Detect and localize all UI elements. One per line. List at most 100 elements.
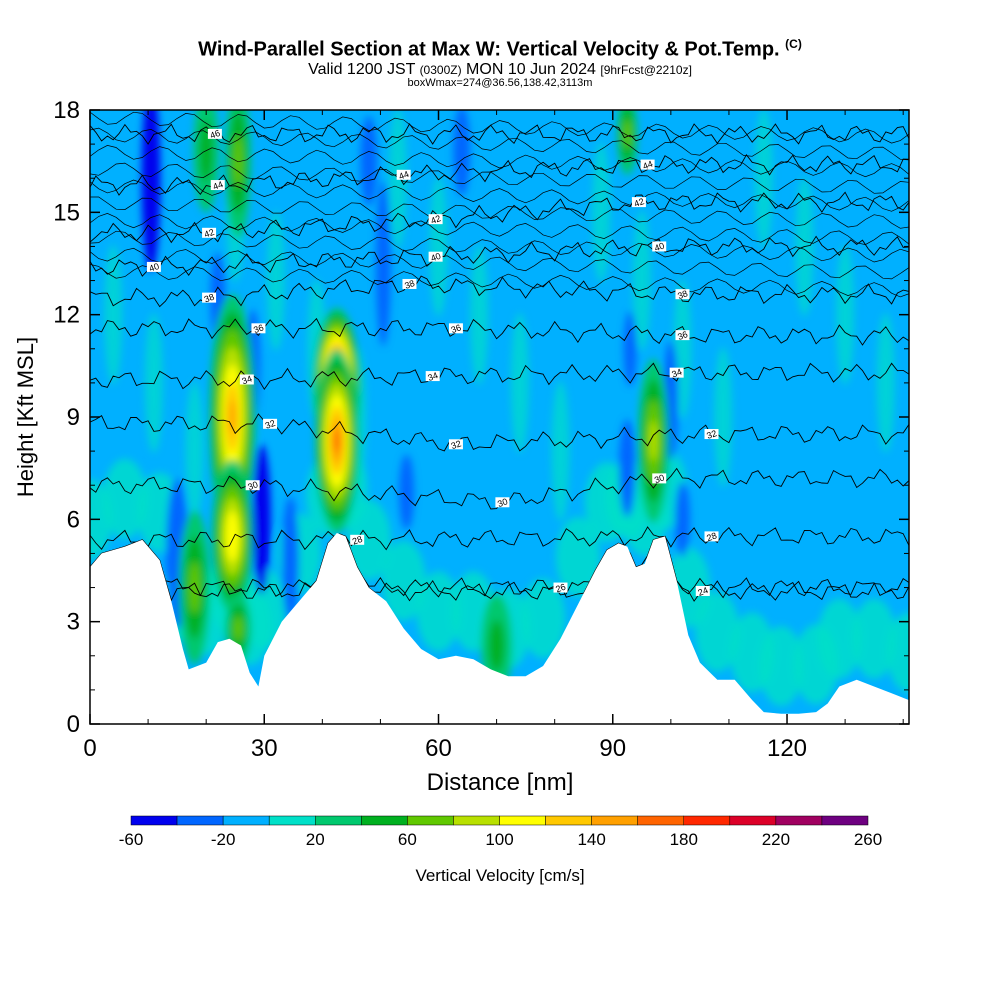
updraft-core — [623, 120, 631, 148]
w-streak — [185, 381, 204, 522]
isentrope-line — [90, 111, 909, 144]
isentrope-label: 36 — [450, 322, 463, 335]
isentrope-label: 32 — [450, 438, 463, 451]
colorbar-tick-label: 260 — [854, 830, 882, 849]
isentrope-line — [90, 264, 909, 298]
colorbar: -60 -20 20 60 100 140 180 220 260 — [119, 815, 882, 849]
colorbar-swatch — [361, 815, 408, 826]
w-streak — [429, 176, 448, 317]
valid-time: Valid 1200 JST (0300Z) MON 10 Jun 2024 [… — [308, 61, 692, 78]
isentrope-label-bg — [669, 367, 684, 378]
downdraft-core — [282, 496, 299, 625]
w-streak — [592, 142, 611, 283]
terrain — [90, 533, 909, 724]
isentrope-label-bg — [495, 497, 510, 508]
isentrope-label-bg — [239, 374, 254, 385]
isentrope-label-bg — [245, 480, 260, 491]
isentrope-label-bg — [640, 159, 655, 170]
downdraft-core — [618, 419, 636, 517]
colorbar-label: Vertical Velocity [cm/s] — [415, 866, 584, 885]
isentrope-label-bg — [553, 582, 568, 593]
updraft-core — [229, 399, 236, 435]
isentrope-label-bg — [428, 251, 443, 262]
w-band — [346, 499, 391, 580]
isentrope-label: 32 — [264, 418, 277, 431]
isentrope-line — [90, 533, 909, 599]
x-tick-label: 60 — [425, 735, 452, 762]
w-streak — [104, 244, 123, 385]
isentrope-label: 34 — [670, 367, 683, 380]
colorbar-swatch — [683, 815, 731, 826]
isentrope-line — [90, 213, 909, 245]
isentrope-label: 42 — [203, 227, 216, 240]
isentrope-label-bg — [202, 227, 217, 238]
isentrope-line — [90, 533, 909, 602]
isentrope-line — [90, 123, 909, 145]
x-tick-label: 30 — [251, 735, 278, 762]
isentrope-line — [90, 196, 909, 229]
y-tick-label: 15 — [53, 199, 80, 226]
colorbar-swatch — [315, 815, 362, 826]
isentrope-label: 34 — [426, 370, 439, 383]
y-tick-label: 3 — [67, 609, 80, 636]
w-band — [852, 598, 897, 679]
chart-title: Wind-Parallel Section at Max W: Vertical… — [198, 37, 802, 61]
w-streak — [266, 210, 285, 351]
colorbar-tick-label: 180 — [670, 830, 698, 849]
isentrope-label-bg — [704, 429, 719, 440]
w-band — [416, 571, 461, 652]
isentrope-label: 36 — [252, 322, 265, 335]
w-band — [887, 612, 909, 693]
isentrope-line — [90, 275, 909, 308]
isentrope-label-bg — [631, 197, 646, 208]
w-streak — [714, 347, 733, 487]
isentrope-label-bg — [402, 278, 417, 289]
isentrope-label-bg — [428, 214, 443, 225]
isentrope-label: 40 — [148, 261, 161, 274]
colorbar-swatch — [222, 815, 270, 826]
w-band — [817, 598, 862, 679]
colorbar-swatch — [545, 815, 592, 826]
isentrope-label-bg — [695, 585, 710, 596]
downdraft-core — [623, 311, 637, 387]
isentrope-label: 36 — [676, 329, 689, 342]
isentrope-label: 42 — [429, 213, 442, 226]
w-streak — [551, 381, 570, 522]
isentrope-label: 30 — [653, 472, 666, 485]
colorbar-tick-label: 220 — [762, 830, 790, 849]
w-streak — [510, 312, 529, 453]
isentrope-label: 46 — [209, 128, 222, 141]
isentrope-line — [90, 230, 909, 263]
colorbar-tick-label: -60 — [119, 830, 144, 849]
downdraft-core — [252, 444, 271, 595]
updraft-core — [233, 616, 243, 641]
colorbar-swatch — [268, 815, 316, 826]
isentrope-line — [90, 145, 909, 178]
isentrope-label-bg — [704, 531, 719, 542]
isentrope-label: 40 — [429, 251, 442, 264]
colorbar-swatch — [591, 815, 638, 826]
colorbar-swatch — [453, 815, 500, 826]
colorbar-tick-label: -20 — [211, 830, 236, 849]
isentrope-label-bg — [210, 180, 225, 191]
isentrope-label: 30 — [496, 496, 509, 509]
isentrope-label: 44 — [641, 159, 654, 172]
plot-area: 24 26 28 28 30 30 30 32 32 32 34 34 34 36 36 36 38 38 38 40… — [90, 110, 909, 724]
isentrope-line — [90, 235, 909, 277]
isentrope-line — [90, 413, 909, 452]
downdraft-core — [375, 180, 391, 347]
isentrope-label-bg — [350, 534, 365, 545]
w-band — [695, 591, 740, 672]
y-tick-label: 18 — [53, 97, 80, 124]
w-band — [759, 626, 804, 707]
isentrope-label: 24 — [697, 585, 710, 598]
colorbar-swatch — [176, 815, 224, 826]
isentrope-line — [90, 127, 909, 161]
isentrope-line — [90, 247, 909, 280]
isentrope-line — [90, 179, 909, 212]
isentrope-label-bg — [251, 323, 266, 334]
isentrope-line — [90, 526, 909, 551]
isentrope-line — [90, 162, 909, 194]
w-streak — [754, 110, 773, 249]
